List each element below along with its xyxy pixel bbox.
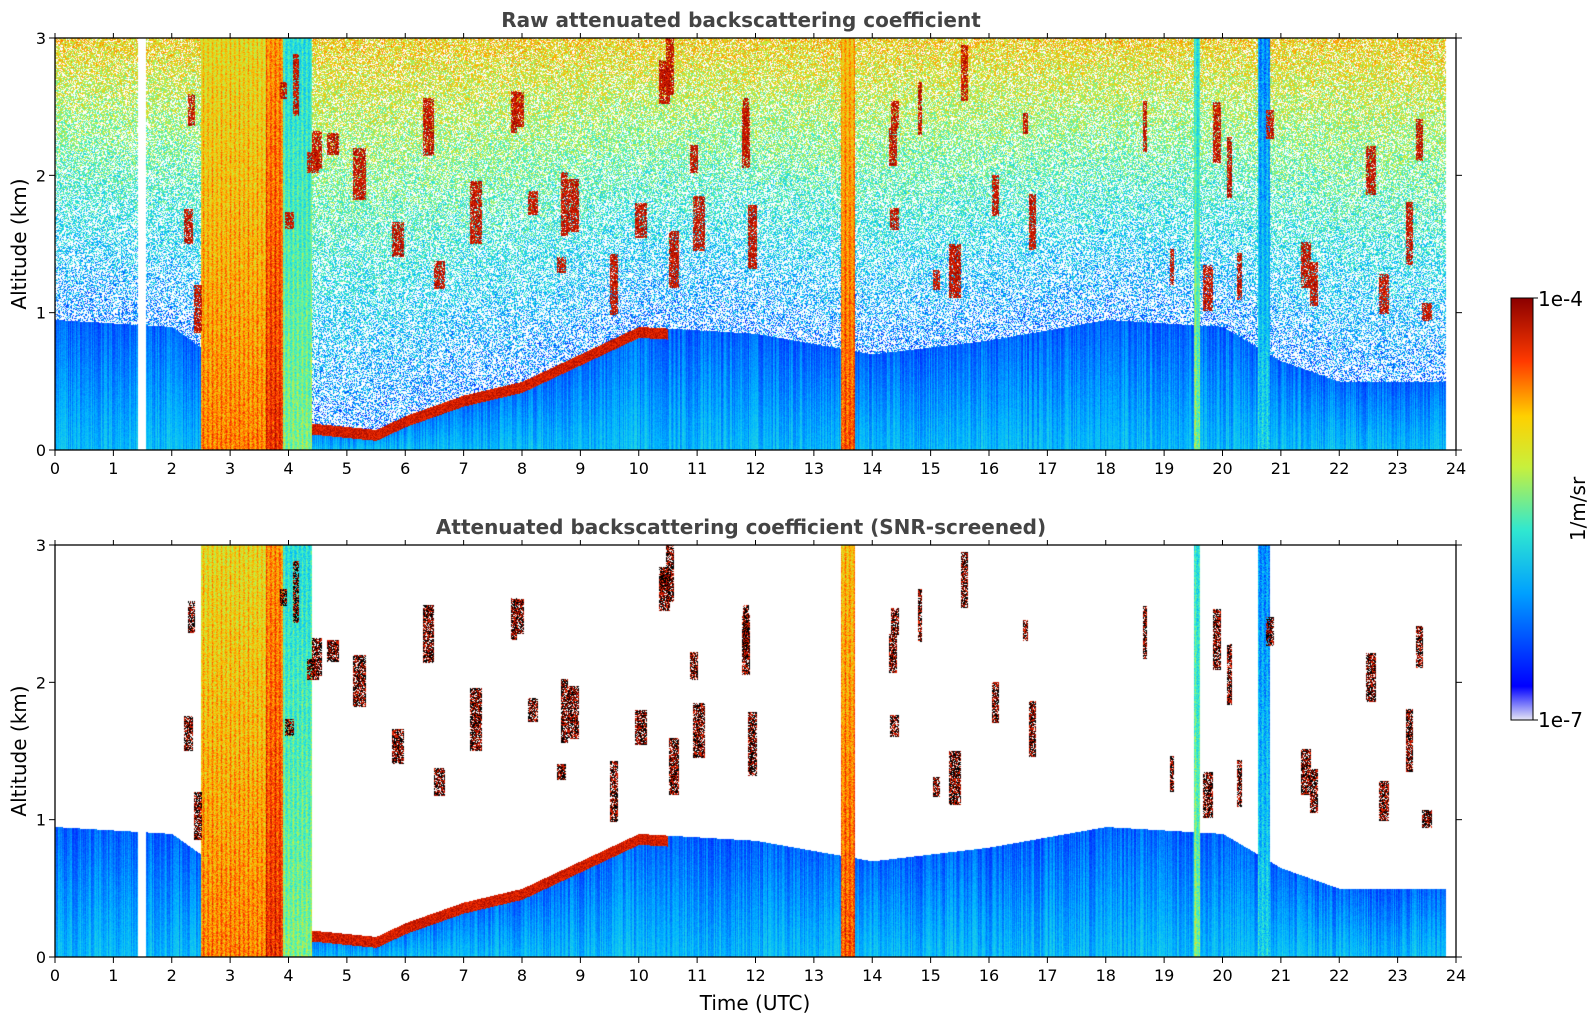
x-tick-label: 8 [517, 459, 527, 478]
colorbar-min-label: 1e-7 [1538, 708, 1583, 732]
x-tick-label: 4 [283, 966, 293, 985]
x-tick-label: 0 [50, 459, 60, 478]
colorbar-max-label: 1e-4 [1538, 287, 1583, 311]
x-tick-label: 13 [804, 459, 824, 478]
panel-screened-xlabel: Time (UTC) [699, 991, 811, 1015]
x-tick-label: 22 [1329, 459, 1349, 478]
x-tick-label: 23 [1387, 966, 1407, 985]
x-tick-label: 11 [687, 459, 707, 478]
x-tick-label: 17 [1037, 966, 1057, 985]
y-tick-label: 2 [36, 166, 46, 185]
colorbar-gradient [1510, 297, 1534, 721]
panel-screened-heatmap [55, 545, 1456, 957]
x-tick-label: 18 [1096, 966, 1116, 985]
y-tick-label: 1 [36, 304, 46, 323]
x-tick-label: 12 [745, 459, 765, 478]
y-tick-label: 0 [36, 948, 46, 967]
y-tick-label: 3 [36, 29, 46, 48]
x-tick-label: 20 [1212, 966, 1232, 985]
x-tick-label: 7 [459, 966, 469, 985]
x-tick-label: 1 [108, 966, 118, 985]
panel-raw-ylabel: Altitude (km) [7, 178, 31, 309]
panel-raw: Raw attenuated backscattering coefficien… [7, 8, 1466, 478]
y-tick-label: 1 [36, 811, 46, 830]
x-tick-label: 16 [979, 459, 999, 478]
x-tick-label: 21 [1271, 966, 1291, 985]
x-tick-label: 17 [1037, 459, 1057, 478]
panel-screened-ylabel: Altitude (km) [7, 685, 31, 816]
x-tick-label: 6 [400, 459, 410, 478]
panel-screened-axes: 0 1 2 3 4 5 6 7 8 9 10 11 12 13 14 15 16 17 18 19 20 21 22 23 24… [36, 536, 1466, 985]
panel-screened: Attenuated backscattering coefficient (S… [7, 515, 1466, 1015]
x-tick-label: 7 [459, 459, 469, 478]
panel-raw-heatmap [55, 38, 1456, 450]
x-tick-label: 20 [1212, 459, 1232, 478]
colorbar-ticks [1533, 297, 1538, 721]
x-tick-label: 24 [1446, 459, 1466, 478]
x-tick-label: 2 [167, 459, 177, 478]
x-tick-label: 1 [108, 459, 118, 478]
panel-raw-title: Raw attenuated backscattering coefficien… [501, 8, 981, 32]
x-tick-label: 15 [920, 459, 940, 478]
x-tick-label: 23 [1387, 459, 1407, 478]
x-tick-label: 3 [225, 459, 235, 478]
y-tick-label: 3 [36, 536, 46, 555]
x-tick-label: 24 [1446, 966, 1466, 985]
colorbar-units-label: 1/m/sr [1566, 476, 1590, 541]
x-tick-label: 2 [167, 966, 177, 985]
x-tick-label: 4 [283, 459, 293, 478]
x-tick-label: 10 [629, 966, 649, 985]
x-tick-label: 11 [687, 966, 707, 985]
x-tick-label: 22 [1329, 966, 1349, 985]
x-tick-label: 16 [979, 966, 999, 985]
x-tick-label: 18 [1096, 459, 1116, 478]
x-tick-label: 5 [342, 459, 352, 478]
x-tick-label: 15 [920, 966, 940, 985]
x-tick-label: 14 [862, 459, 882, 478]
x-tick-label: 5 [342, 966, 352, 985]
x-tick-label: 12 [745, 966, 765, 985]
x-tick-label: 19 [1154, 459, 1174, 478]
x-tick-label: 3 [225, 966, 235, 985]
y-tick-label: 0 [36, 441, 46, 460]
panel-raw-axes: 0 1 2 3 4 5 6 7 8 9 10 11 12 13 14 15 16 17 18 19 20 21 22 23 24… [36, 29, 1466, 478]
x-tick-label: 10 [629, 459, 649, 478]
x-tick-label: 21 [1271, 459, 1291, 478]
panel-screened-title: Attenuated backscattering coefficient (S… [436, 515, 1046, 539]
x-tick-label: 9 [575, 459, 585, 478]
x-tick-label: 14 [862, 966, 882, 985]
x-tick-label: 0 [50, 966, 60, 985]
colorbar: 1e-4 1e-7 1/m/sr [1510, 287, 1590, 732]
x-tick-label: 6 [400, 966, 410, 985]
x-tick-label: 8 [517, 966, 527, 985]
y-tick-label: 2 [36, 673, 46, 692]
x-tick-label: 13 [804, 966, 824, 985]
x-tick-label: 9 [575, 966, 585, 985]
x-tick-label: 19 [1154, 966, 1174, 985]
